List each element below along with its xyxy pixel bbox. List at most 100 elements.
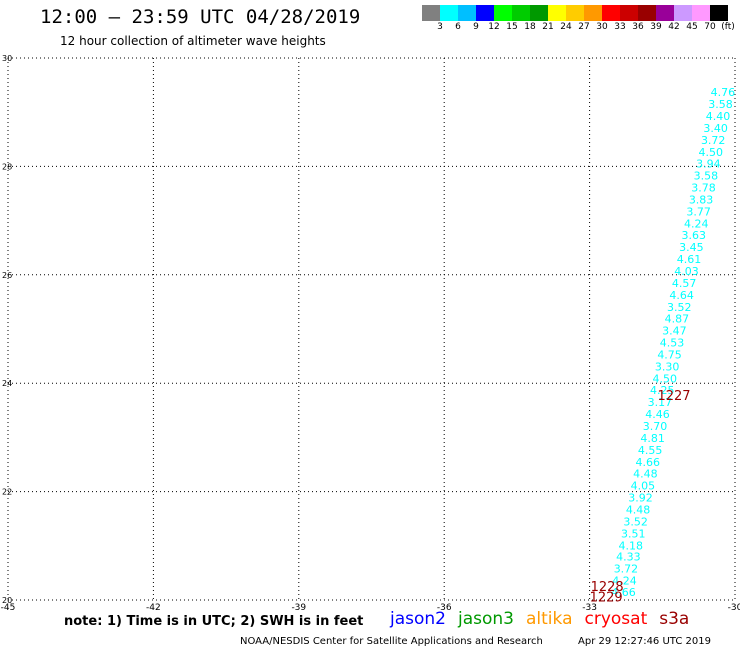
legend-item-s3a: s3a [659,609,690,629]
color-swatch-7 [548,5,567,21]
wave-height-value: 4.57 [672,277,697,290]
color-swatch-10 [602,5,621,21]
wave-height-value: 3.70 [643,420,668,433]
wave-height-value: 3.45 [679,241,704,254]
y-tick-label: 24 [2,379,12,388]
x-tick-label: -39 [291,603,306,613]
satellite-legend: jason2 jason3 altika cryosat s3a [390,609,701,629]
wave-height-value: 4.48 [626,503,651,516]
wave-height-value: 3.77 [686,205,711,218]
wave-height-value: 4.66 [636,456,661,469]
wave-height-value: 3.83 [689,193,714,206]
wave-height-value: 4.33 [616,551,641,564]
y-tick-label: 26 [2,271,12,280]
color-swatch-12 [638,5,657,21]
color-scale-label: 3 [437,22,443,32]
y-tick-label: 28 [2,162,12,171]
x-tick-label: -36 [437,603,452,613]
wave-height-value: 3.92 [628,492,653,505]
pass-time-label: 1229 [590,591,623,606]
color-swatch-16 [710,5,728,21]
page-title: 12:00 — 23:59 UTC 04/28/2019 [40,6,361,28]
color-swatch-3 [476,5,495,21]
color-scale-label: 18 [524,22,536,32]
wave-height-value: 4.50 [652,372,677,385]
color-scale-labels: 3 6 9 12 15 18 21 24 27 30 33 36 39 42 45 70 (ft) [422,22,740,34]
wave-height-value: 4.53 [660,337,685,350]
legend-item-jason3: jason3 [458,609,514,629]
color-swatch-1 [440,5,459,21]
color-scale-bar [422,5,728,21]
page-subtitle: 12 hour collection of altimeter wave hei… [60,34,326,48]
wave-height-value: 4.03 [674,265,699,278]
wave-height-value: 3.52 [667,301,692,314]
color-swatch-13 [656,5,675,21]
color-swatch-4 [494,5,513,21]
color-scale-label: 15 [506,22,518,32]
wave-height-value: 4.64 [669,289,694,302]
legend-item-altika: altika [526,609,573,629]
color-swatch-0 [422,5,441,21]
wave-height-value: 4.18 [619,539,644,552]
legend-item-cryosat: cryosat [584,609,648,629]
wave-height-value: 3.51 [621,527,646,540]
wave-height-value: 3.52 [623,515,648,528]
color-scale-label: 12 [488,22,500,32]
wave-height-value: 3.47 [662,325,687,338]
x-tick-label: -33 [582,603,597,613]
color-scale-label: 27 [578,22,590,32]
wave-height-value: 4.81 [640,432,665,445]
color-scale-label: 45 [686,22,698,32]
wave-height-value: 4.48 [633,468,658,481]
color-scale-label: 9 [473,22,479,32]
pass-time-label: 1227 [657,389,690,404]
wave-height-value: 4.66 [611,586,636,599]
wave-height-value: 4.55 [638,444,663,457]
color-scale-label: 21 [542,22,554,32]
color-swatch-14 [674,5,693,21]
color-swatch-6 [530,5,549,21]
wave-height-value: 4.46 [645,408,670,421]
color-scale-label: 24 [560,22,572,32]
wave-height-value: 4.40 [706,110,731,123]
wave-height-value: 3.58 [694,170,719,183]
x-tick-label: -45 [1,603,16,613]
color-scale-label: 6 [455,22,461,32]
color-swatch-8 [566,5,585,21]
color-swatch-11 [620,5,639,21]
credit-text: NOAA/NESDIS Center for Satellite Applica… [240,636,543,647]
y-tick-label: 30 [2,54,12,63]
wave-height-value: 4.24 [684,217,709,230]
y-tick-label: 22 [2,488,12,497]
wave-height-value: 3.17 [648,396,673,409]
color-scale-label: 39 [650,22,662,32]
wave-height-value: 3.58 [708,98,733,111]
color-scale-label: 33 [614,22,626,32]
wave-height-value: 4.76 [711,86,736,99]
color-swatch-9 [584,5,603,21]
color-swatch-2 [458,5,477,21]
wave-height-value: 4.87 [665,313,690,326]
color-swatch-15 [692,5,711,21]
wave-height-value: 3.63 [682,229,707,242]
x-tick-label: -30 [728,603,740,613]
wave-height-value: 4.50 [699,146,724,159]
units-note: note: 1) Time is in UTC; 2) SWH is in fe… [64,614,364,629]
wave-height-value: 4.75 [657,348,682,361]
wave-height-value: 3.72 [701,134,726,147]
color-scale-label: 70 [704,22,716,32]
color-scale-label: 36 [632,22,644,32]
wave-height-value: 3.72 [614,563,639,576]
wave-height-value: 4.61 [677,253,702,266]
wave-height-value: 3.78 [691,182,716,195]
legend-item-jason2: jason2 [390,609,446,629]
wave-height-value: 4.24 [612,574,637,587]
generated-timestamp: Apr 29 12:27:46 UTC 2019 [578,636,711,647]
color-scale-label: 30 [596,22,608,32]
wave-height-value: 3.94 [696,158,721,171]
wave-height-value: 4.25 [650,384,675,397]
pass-time-label: 1228 [591,580,624,595]
x-tick-label: -42 [146,603,161,613]
color-scale-label: 42 [668,22,680,32]
